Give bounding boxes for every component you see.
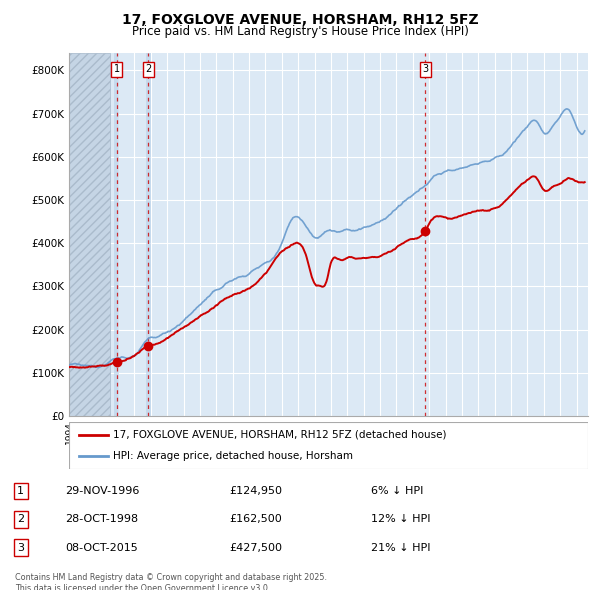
Text: 2: 2	[145, 64, 151, 74]
Bar	[114, 53, 119, 416]
Text: 29-NOV-1996: 29-NOV-1996	[65, 486, 139, 496]
Text: 6% ↓ HPI: 6% ↓ HPI	[371, 486, 423, 496]
Text: 21% ↓ HPI: 21% ↓ HPI	[371, 543, 430, 552]
Bar	[69, 53, 110, 416]
Text: 17, FOXGLOVE AVENUE, HORSHAM, RH12 5FZ (detached house): 17, FOXGLOVE AVENUE, HORSHAM, RH12 5FZ (…	[113, 430, 446, 440]
Text: 1: 1	[17, 486, 24, 496]
Text: 1: 1	[113, 64, 120, 74]
Text: 28-OCT-1998: 28-OCT-1998	[65, 514, 138, 524]
Text: £124,950: £124,950	[229, 486, 283, 496]
FancyBboxPatch shape	[69, 422, 588, 469]
Bar	[146, 53, 151, 416]
Text: 12% ↓ HPI: 12% ↓ HPI	[371, 514, 430, 524]
Text: 3: 3	[17, 543, 24, 552]
Text: £427,500: £427,500	[229, 543, 283, 552]
Text: £162,500: £162,500	[229, 514, 282, 524]
Text: Contains HM Land Registry data © Crown copyright and database right 2025.
This d: Contains HM Land Registry data © Crown c…	[15, 573, 327, 590]
Text: Price paid vs. HM Land Registry's House Price Index (HPI): Price paid vs. HM Land Registry's House …	[131, 25, 469, 38]
Text: 2: 2	[17, 514, 24, 524]
Text: 08-OCT-2015: 08-OCT-2015	[65, 543, 137, 552]
Text: 3: 3	[422, 64, 428, 74]
Text: 17, FOXGLOVE AVENUE, HORSHAM, RH12 5FZ: 17, FOXGLOVE AVENUE, HORSHAM, RH12 5FZ	[122, 13, 478, 27]
Text: HPI: Average price, detached house, Horsham: HPI: Average price, detached house, Hors…	[113, 451, 353, 461]
